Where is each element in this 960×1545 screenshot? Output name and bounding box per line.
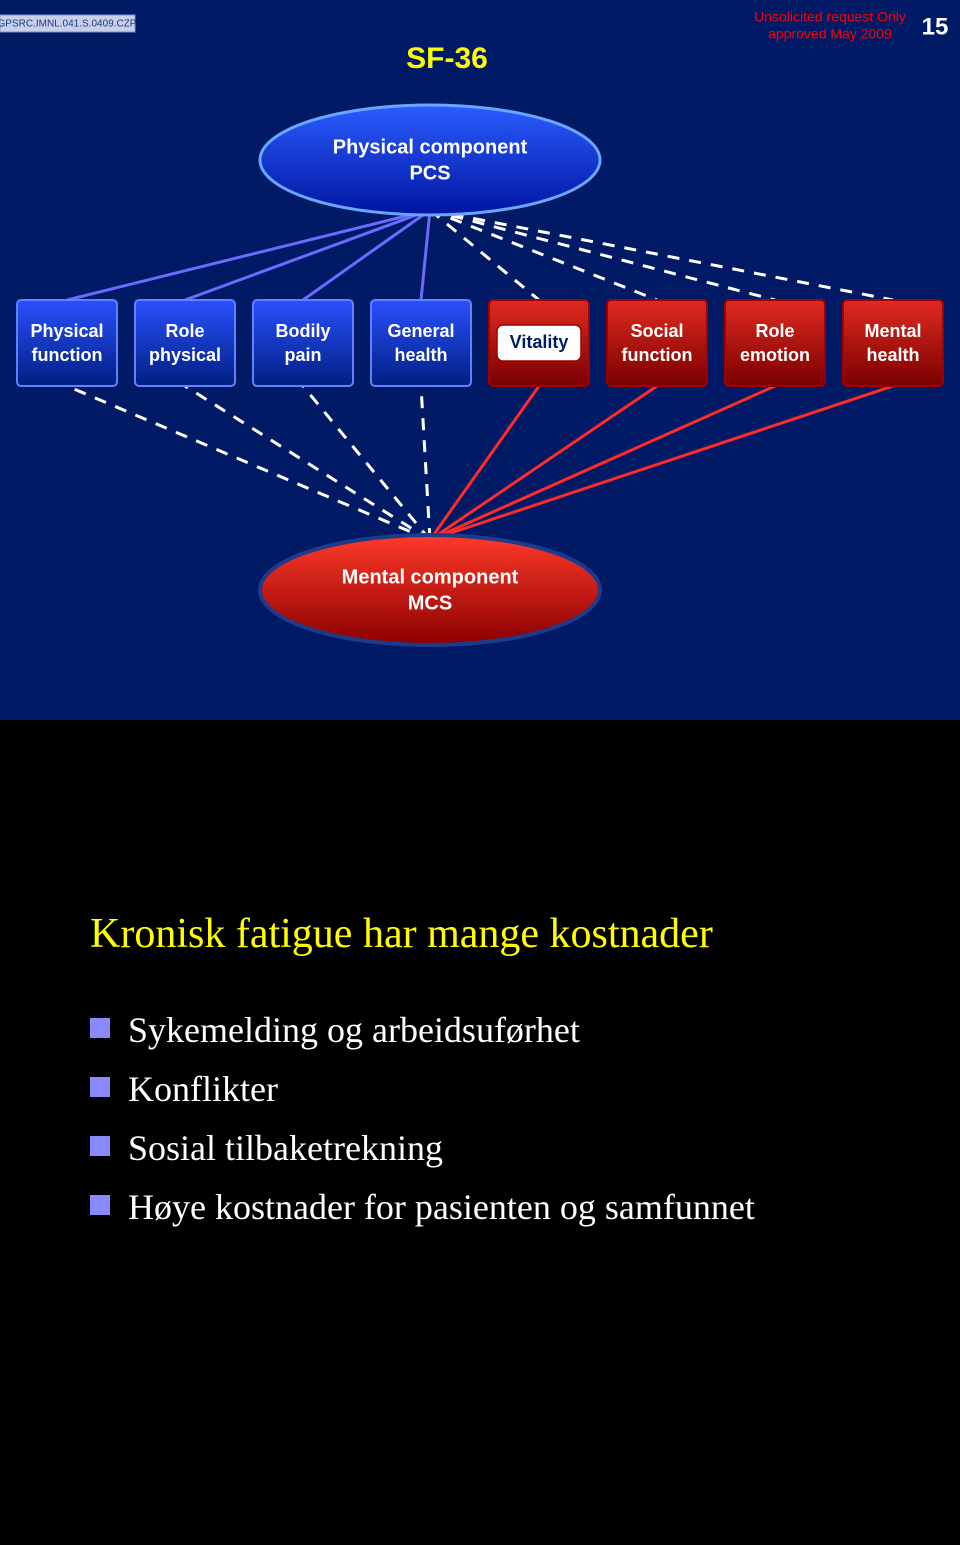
costs-bullet-list: Sykemelding og arbeidsuførhet Konflikter S… [90, 1008, 900, 1230]
svg-text:emotion: emotion [740, 345, 810, 365]
svg-text:Role: Role [755, 321, 794, 341]
slide-costs: Kronisk fatigue har mange kostnader Syke… [0, 720, 960, 1545]
svg-text:approved May 2009: approved May 2009 [768, 26, 892, 42]
svg-text:Mental: Mental [864, 321, 921, 341]
bullet-square-icon [90, 1195, 110, 1215]
svg-text:function: function [622, 345, 693, 365]
svg-text:health: health [394, 345, 447, 365]
bullet-square-icon [90, 1018, 110, 1038]
bullet-text: Sykemelding og arbeidsuførhet [128, 1008, 580, 1053]
bullet-item: Konflikter [90, 1067, 900, 1112]
costs-title: Kronisk fatigue har mange kostnader [90, 910, 900, 958]
svg-text:PCS: PCS [409, 162, 450, 184]
svg-text:Physical component: Physical component [333, 136, 528, 158]
bullet-text: Høye kostnader for pasienten og samfunne… [128, 1185, 755, 1230]
svg-text:Social: Social [630, 321, 683, 341]
svg-text:Physical: Physical [30, 321, 103, 341]
svg-text:SF-36: SF-36 [406, 42, 488, 75]
bullet-item: Sykemelding og arbeidsuførhet [90, 1008, 900, 1053]
svg-text:MCS: MCS [408, 592, 452, 614]
bullet-item: Sosial tilbaketrekning [90, 1126, 900, 1171]
svg-text:Unsolicited request Only: Unsolicited request Only [754, 9, 906, 25]
svg-text:GPSRC.IMNL.041.S.0409.CZP: GPSRC.IMNL.041.S.0409.CZP [0, 19, 137, 30]
sf36-diagram: GPSRC.IMNL.041.S.0409.CZP Unsolicited req… [0, 0, 960, 720]
svg-text:physical: physical [149, 345, 221, 365]
svg-text:Role: Role [165, 321, 204, 341]
svg-text:Mental component: Mental component [342, 566, 519, 588]
bullet-square-icon [90, 1077, 110, 1097]
bullet-text: Sosial tilbaketrekning [128, 1126, 443, 1171]
svg-text:General: General [387, 321, 454, 341]
svg-text:Bodily: Bodily [275, 321, 330, 341]
svg-text:Vitality: Vitality [510, 332, 569, 352]
bullet-square-icon [90, 1136, 110, 1156]
svg-text:pain: pain [284, 345, 321, 365]
svg-text:function: function [32, 345, 103, 365]
svg-text:15: 15 [922, 13, 949, 40]
bullet-text: Konflikter [128, 1067, 278, 1112]
bullet-item: Høye kostnader for pasienten og samfunne… [90, 1185, 900, 1230]
slide-sf36: GPSRC.IMNL.041.S.0409.CZP Unsolicited req… [0, 0, 960, 720]
svg-text:health: health [866, 345, 919, 365]
